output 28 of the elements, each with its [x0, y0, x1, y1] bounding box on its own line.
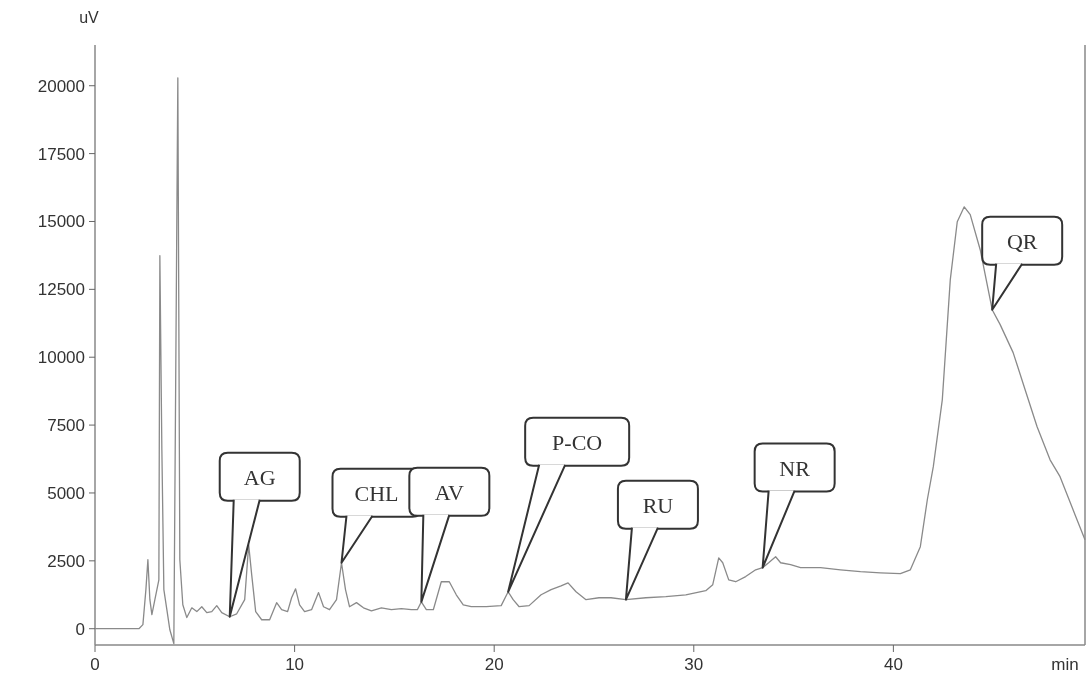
- annotation: AV: [434, 479, 464, 505]
- speech-bubble: NR: [753, 442, 836, 569]
- speech-bubble: AG: [218, 451, 301, 618]
- y-tick-label: 20000: [37, 76, 85, 96]
- annotation: P-CO: [552, 429, 603, 455]
- speech-bubble: AV: [408, 466, 491, 603]
- x-tick-label: 0: [90, 655, 100, 674]
- y-tick-label: 10000: [37, 348, 85, 368]
- annotation: NR: [779, 455, 811, 481]
- y-tick-label: 17500: [37, 144, 85, 164]
- speech-bubble: P-CO: [507, 416, 631, 593]
- x-tick-label: 10: [285, 655, 305, 674]
- annotation: RU: [642, 492, 674, 518]
- y-tick-label: 2500: [47, 551, 85, 571]
- annotation: CHL: [354, 480, 399, 506]
- annotation: AG: [243, 464, 276, 490]
- x-tick-label: 20: [484, 655, 504, 674]
- y-tick-label: 0: [75, 619, 85, 639]
- x-tick-label: 30: [684, 655, 704, 674]
- y-tick-label: 15000: [37, 212, 85, 232]
- y-tick-label: 5000: [47, 483, 85, 503]
- annotation: QR: [1006, 228, 1038, 254]
- speech-bubble: RU: [616, 479, 699, 601]
- y-axis-title: uV: [79, 9, 100, 26]
- x-tick-label: 40: [883, 655, 903, 674]
- y-tick-label: 12500: [37, 280, 85, 300]
- y-tick-label: 7500: [47, 416, 85, 436]
- x-axis-title: min: [1051, 655, 1079, 674]
